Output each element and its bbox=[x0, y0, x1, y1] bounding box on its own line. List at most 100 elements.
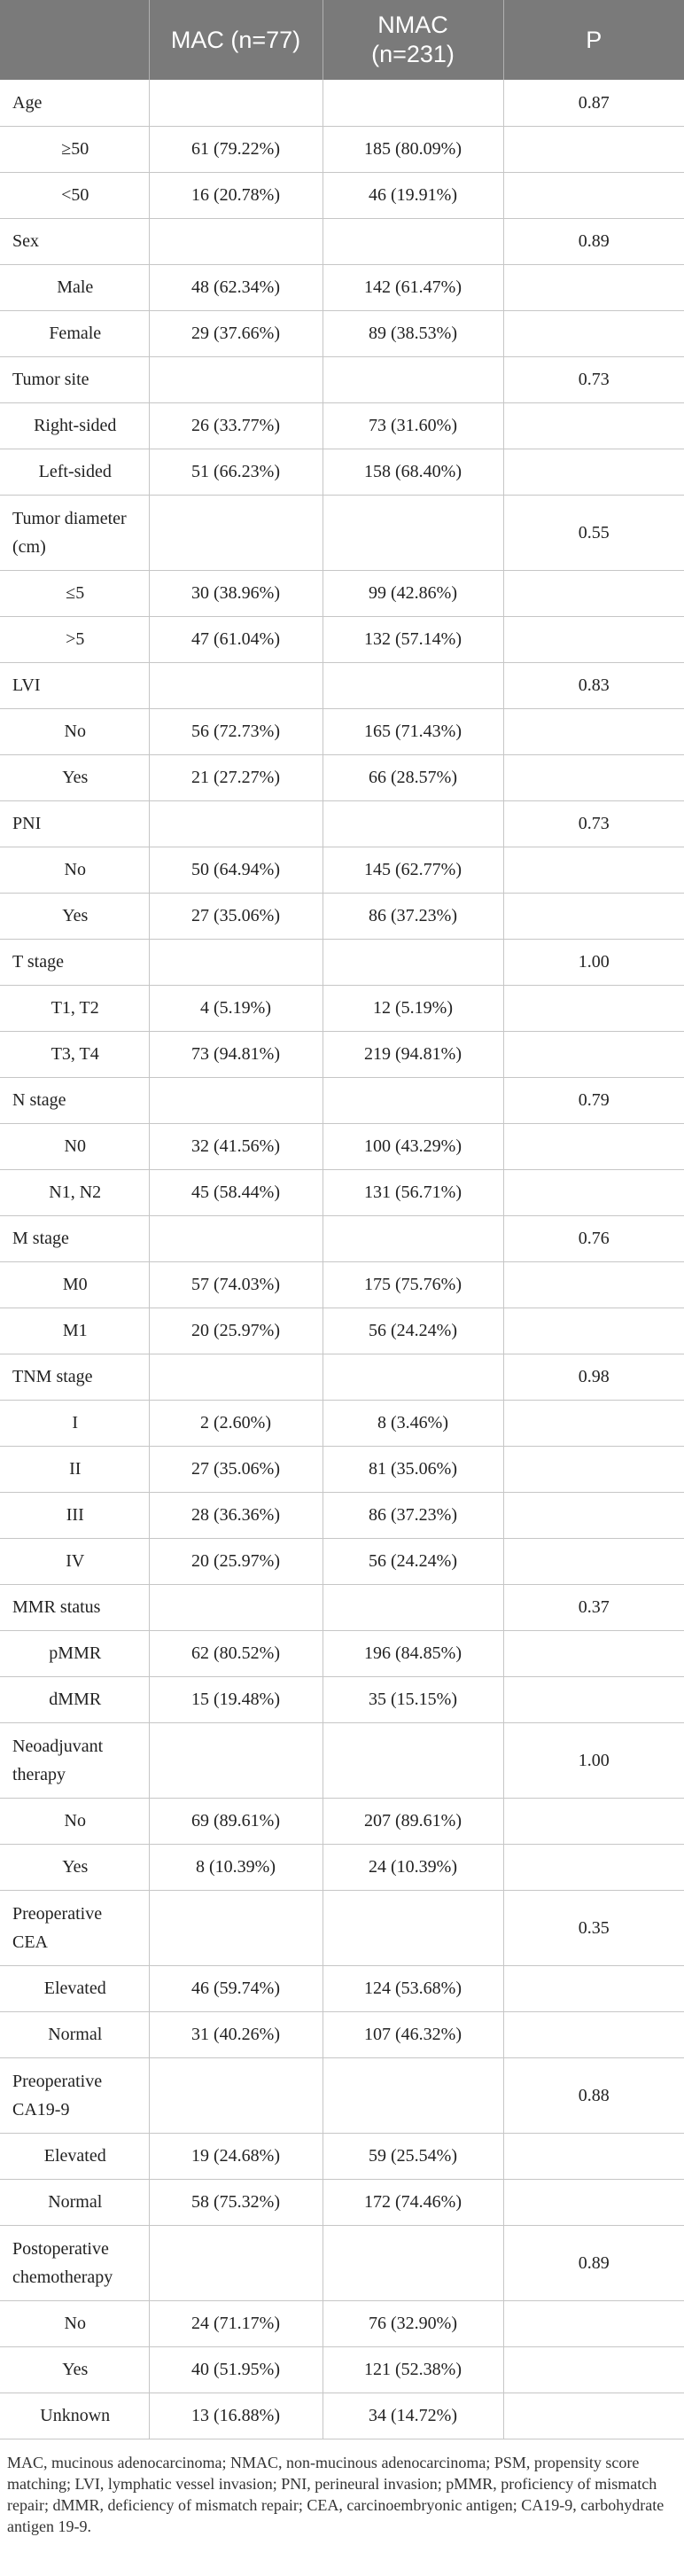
table-row-subcategory: No 24 (71.17%) 76 (32.90%) bbox=[0, 2300, 684, 2347]
table-row-category: PNI 0.73 bbox=[0, 800, 684, 847]
table-row-subcategory: Normal 31 (40.26%) 107 (46.32%) bbox=[0, 2011, 684, 2058]
nmac-cell bbox=[323, 356, 504, 403]
table-row-subcategory: Unknown 13 (16.88%) 34 (14.72%) bbox=[0, 2393, 684, 2439]
mac-cell: 47 (61.04%) bbox=[149, 616, 323, 663]
header-mac: MAC (n=77) bbox=[149, 0, 323, 80]
table-row-subcategory: Elevated 19 (24.68%) 59 (25.54%) bbox=[0, 2133, 684, 2180]
table-row-subcategory: No 50 (64.94%) 145 (62.77%) bbox=[0, 847, 684, 894]
table-row-category: T stage 1.00 bbox=[0, 939, 684, 986]
row-label: >5 bbox=[0, 616, 150, 663]
nmac-cell: 76 (32.90%) bbox=[323, 2300, 504, 2347]
p-value-cell bbox=[503, 1308, 684, 1354]
table-row-category: Tumor site 0.73 bbox=[0, 356, 684, 403]
mac-cell: 61 (79.22%) bbox=[149, 126, 323, 173]
p-value-cell: 0.73 bbox=[503, 800, 684, 847]
p-value-cell: 0.89 bbox=[503, 2225, 684, 2301]
table-row-subcategory: No 56 (72.73%) 165 (71.43%) bbox=[0, 708, 684, 755]
table-row-subcategory: Yes 8 (10.39%) 24 (10.39%) bbox=[0, 1844, 684, 1891]
table-row-subcategory: <50 16 (20.78%) 46 (19.91%) bbox=[0, 172, 684, 219]
nmac-cell bbox=[323, 2057, 504, 2134]
nmac-cell bbox=[323, 1722, 504, 1799]
p-value-cell: 0.83 bbox=[503, 662, 684, 709]
mac-cell: 13 (16.88%) bbox=[149, 2393, 323, 2439]
p-value-cell bbox=[503, 310, 684, 357]
p-value-cell bbox=[503, 2133, 684, 2180]
p-value-cell bbox=[503, 1446, 684, 1493]
row-label: Left-sided bbox=[0, 449, 150, 496]
nmac-cell bbox=[323, 218, 504, 265]
nmac-cell: 86 (37.23%) bbox=[323, 893, 504, 940]
p-value-cell bbox=[503, 1676, 684, 1723]
p-value-cell bbox=[503, 1844, 684, 1891]
nmac-cell: 56 (24.24%) bbox=[323, 1538, 504, 1585]
nmac-cell: 131 (56.71%) bbox=[323, 1169, 504, 1216]
mac-cell: 48 (62.34%) bbox=[149, 264, 323, 311]
row-label: Preoperative CEA bbox=[0, 1890, 150, 1966]
nmac-cell bbox=[323, 1584, 504, 1631]
table-row-category: Neoadjuvant therapy 1.00 bbox=[0, 1722, 684, 1799]
mac-cell: 26 (33.77%) bbox=[149, 402, 323, 449]
table-row-subcategory: II 27 (35.06%) 81 (35.06%) bbox=[0, 1446, 684, 1493]
mac-cell: 4 (5.19%) bbox=[149, 985, 323, 1032]
row-label: Age bbox=[0, 80, 150, 127]
mac-cell: 73 (94.81%) bbox=[149, 1031, 323, 1078]
p-value-cell: 0.98 bbox=[503, 1354, 684, 1401]
table-row-subcategory: T1, T2 4 (5.19%) 12 (5.19%) bbox=[0, 985, 684, 1032]
row-label: T3, T4 bbox=[0, 1031, 150, 1078]
table-row-subcategory: Normal 58 (75.32%) 172 (74.46%) bbox=[0, 2179, 684, 2226]
baseline-table: MAC (n=77) NMAC (n=231) P Age 0.87 ≥50 61 (… bbox=[0, 0, 684, 2439]
nmac-cell: 107 (46.32%) bbox=[323, 2011, 504, 2058]
p-value-cell bbox=[503, 126, 684, 173]
p-value-cell bbox=[503, 402, 684, 449]
nmac-cell: 56 (24.24%) bbox=[323, 1308, 504, 1354]
nmac-cell: 34 (14.72%) bbox=[323, 2393, 504, 2439]
row-label: N1, N2 bbox=[0, 1169, 150, 1216]
nmac-cell: 158 (68.40%) bbox=[323, 449, 504, 496]
nmac-cell: 142 (61.47%) bbox=[323, 264, 504, 311]
p-value-cell bbox=[503, 2179, 684, 2226]
p-value-cell bbox=[503, 1630, 684, 1677]
row-label: Neoadjuvant therapy bbox=[0, 1722, 150, 1799]
p-value-cell bbox=[503, 1492, 684, 1539]
nmac-cell: 73 (31.60%) bbox=[323, 402, 504, 449]
mac-cell: 20 (25.97%) bbox=[149, 1308, 323, 1354]
p-value-cell bbox=[503, 985, 684, 1032]
mac-cell bbox=[149, 2225, 323, 2301]
mac-cell: 46 (59.74%) bbox=[149, 1965, 323, 2012]
row-label: LVI bbox=[0, 662, 150, 709]
table-row-category: M stage 0.76 bbox=[0, 1215, 684, 1262]
mac-cell: 45 (58.44%) bbox=[149, 1169, 323, 1216]
mac-cell: 28 (36.36%) bbox=[149, 1492, 323, 1539]
row-label: M1 bbox=[0, 1308, 150, 1354]
row-label: M0 bbox=[0, 1261, 150, 1308]
row-label: No bbox=[0, 2300, 150, 2347]
nmac-cell: 145 (62.77%) bbox=[323, 847, 504, 894]
table-row-category: Postoperative chemotherapy 0.89 bbox=[0, 2225, 684, 2301]
row-label: Elevated bbox=[0, 2133, 150, 2180]
row-label: Normal bbox=[0, 2179, 150, 2226]
row-label: N0 bbox=[0, 1123, 150, 1170]
mac-cell bbox=[149, 2057, 323, 2134]
row-label: IV bbox=[0, 1538, 150, 1585]
nmac-cell bbox=[323, 1215, 504, 1262]
nmac-cell: 175 (75.76%) bbox=[323, 1261, 504, 1308]
table-row-category: LVI 0.83 bbox=[0, 662, 684, 709]
nmac-cell bbox=[323, 1890, 504, 1966]
nmac-cell: 66 (28.57%) bbox=[323, 754, 504, 801]
nmac-cell: 196 (84.85%) bbox=[323, 1630, 504, 1677]
mac-cell bbox=[149, 1890, 323, 1966]
p-value-cell: 0.89 bbox=[503, 218, 684, 265]
row-label: No bbox=[0, 1798, 150, 1845]
table-row-subcategory: >5 47 (61.04%) 132 (57.14%) bbox=[0, 616, 684, 663]
p-value-cell: 0.55 bbox=[503, 495, 684, 571]
p-value-cell bbox=[503, 1169, 684, 1216]
p-value-cell: 0.73 bbox=[503, 356, 684, 403]
mac-cell bbox=[149, 356, 323, 403]
row-label: Female bbox=[0, 310, 150, 357]
row-label: N stage bbox=[0, 1077, 150, 1124]
p-value-cell: 0.37 bbox=[503, 1584, 684, 1631]
table-row-subcategory: Yes 21 (27.27%) 66 (28.57%) bbox=[0, 754, 684, 801]
row-label: Yes bbox=[0, 2346, 150, 2393]
header-nmac: NMAC (n=231) bbox=[323, 0, 504, 80]
